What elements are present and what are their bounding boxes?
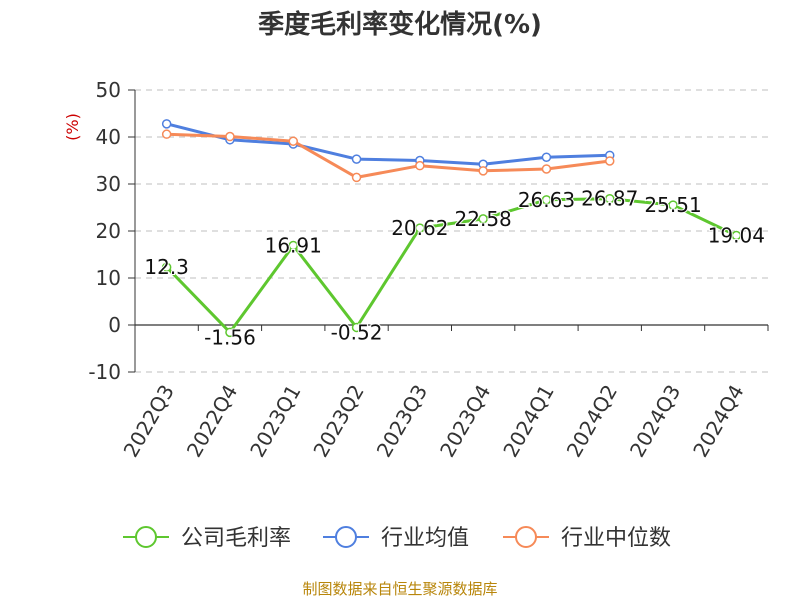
data-point [605,156,615,166]
data-point [288,240,298,251]
x-tick-label: 2024Q4 [688,381,748,462]
legend-label: 公司毛利率 [181,526,291,551]
legend-marker [335,526,357,548]
data-label: 26.87 [581,187,638,211]
data-point [605,193,615,204]
data-label: -1.56 [204,325,256,349]
legend-item: 行业中位数 [503,526,671,551]
x-tick-label: 2024Q1 [498,381,558,462]
legend-label: 行业中位数 [561,526,671,551]
source-note: 制图数据来自恒生聚源数据库 [302,580,498,598]
data-label: 22.58 [455,207,512,231]
data-point [161,119,172,129]
legend-marker [515,526,537,548]
y-tick-label: 50 [96,78,121,102]
series-0 [161,193,742,338]
x-tick-label: 2024Q3 [625,381,685,462]
legend-item: 公司毛利率 [123,526,291,551]
x-tick-label: 2023Q2 [308,381,368,462]
x-tick-label: 2024Q2 [562,381,622,462]
y-tick-label: 30 [96,172,121,196]
data-point [161,129,172,139]
x-tick-label: 2023Q1 [245,381,305,462]
y-tick-label: -10 [88,360,121,384]
data-point [541,195,552,205]
data-label: 20.62 [391,216,448,240]
data-point [351,172,362,183]
data-point [351,154,362,164]
chart-title: 季度毛利率变化情况(%) [258,10,542,40]
data-point [478,214,488,224]
data-point [225,327,235,338]
legend-label: 行业均值 [381,526,469,551]
data-point [668,200,678,210]
y-tick-label: 0 [108,313,121,337]
data-point [288,136,298,146]
data-point [541,152,552,162]
series-1 [161,119,615,170]
data-point [478,166,488,176]
data-point [161,262,172,272]
series-line [165,197,738,334]
data-label: 19.04 [708,224,765,248]
data-point [415,223,425,233]
series-line [166,122,610,166]
x-tick-label: 2023Q4 [435,381,495,462]
data-point [225,131,235,142]
x-tick-label: 2022Q3 [119,381,179,462]
y-axis-label: (%) [63,113,82,141]
x-tick-label: 2023Q3 [372,381,432,462]
y-tick-label: 40 [96,125,121,149]
data-label: 16.91 [265,234,322,258]
series-line [166,132,610,179]
data-label: 26.63 [518,188,575,212]
data-point [415,160,425,171]
data-point [541,164,552,174]
x-tick-label: 2022Q4 [182,381,242,462]
series-2 [161,129,615,183]
data-point [731,230,742,241]
data-label: 25.51 [644,193,701,217]
data-label: 12.3 [144,255,189,279]
data-point [351,322,362,333]
data-label: -0.52 [331,320,383,344]
y-tick-label: 20 [96,219,121,243]
legend-marker [135,526,157,548]
legend-item: 行业均值 [323,526,469,551]
y-tick-label: 10 [96,266,121,290]
